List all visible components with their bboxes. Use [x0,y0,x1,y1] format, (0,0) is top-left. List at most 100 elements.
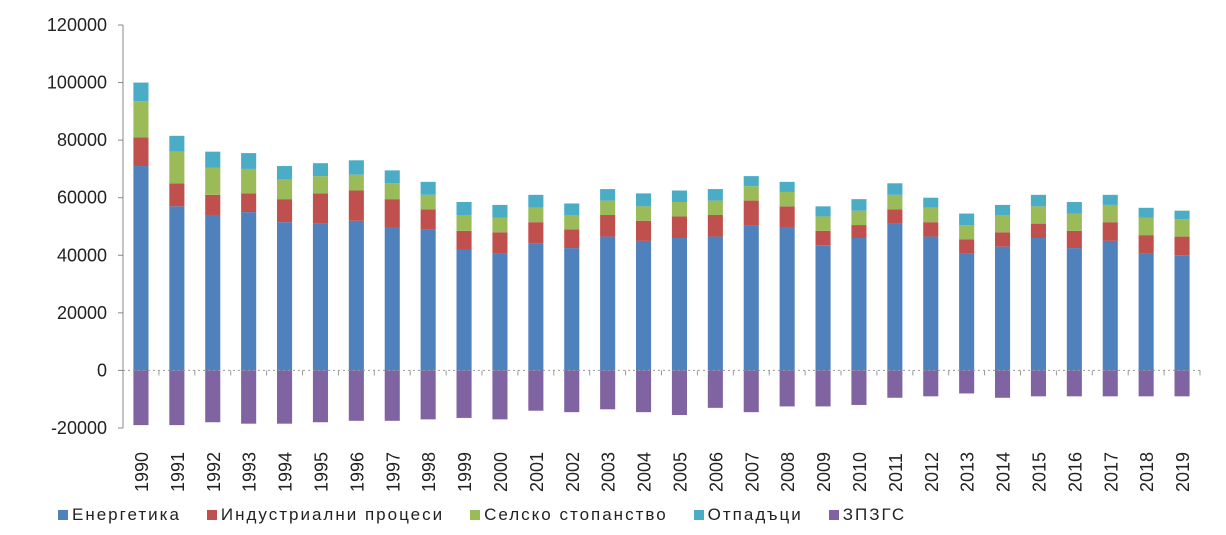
bar-segment [1138,235,1154,254]
bar-segment [456,230,472,250]
bar-segment [133,101,149,138]
bar-segment [169,151,185,184]
bar-segment [492,370,508,420]
bar-segment [133,370,149,426]
bar-segment [241,370,257,424]
bar-segment [671,202,687,217]
legend-label: Отпадъци [707,505,803,524]
bar-segment [456,202,472,215]
bar-segment [384,370,400,421]
bar-segment [995,214,1011,233]
bar-segment [923,370,939,397]
bar-segment [348,160,364,175]
legend: Енергетика Индустриални процеси Селско сто… [58,505,932,525]
bar-segment [205,167,221,195]
bar-segment [564,248,580,371]
x-tick-label: 1999 [455,452,475,492]
legend-swatch [470,510,481,520]
legend-label: Индустриални процеси [220,505,445,524]
bar-segment [1102,240,1118,371]
y-tick-label: 120000 [47,15,107,35]
bar-segment [277,166,293,180]
bar-segment [851,225,867,239]
bar-segment [1066,213,1082,231]
bar-segment [779,181,795,192]
bar-segment [1174,210,1190,220]
bar-segment [1174,255,1190,371]
bar-segment [959,370,975,394]
bar-segment [959,239,975,254]
bar-segment [528,243,544,371]
x-tick-label: 2016 [1065,452,1085,492]
bar-segment [1174,370,1190,397]
bar-segment [1066,248,1082,371]
bar-segment [743,186,759,201]
legend-swatch [693,510,704,520]
bar-segment [779,206,795,228]
legend-item: ЗПЗГС [828,505,906,525]
x-tick-label: 2012 [922,452,942,492]
x-tick-label: 2003 [599,452,619,492]
bar-segment [277,222,293,371]
x-tick-label: 2011 [886,453,906,492]
legend-item: Селско стопанство [470,505,668,525]
bar-segment [312,370,328,423]
bar-segment [959,225,975,240]
legend-label: Енергетика [72,505,181,524]
x-tick-label: 2019 [1173,452,1193,492]
bar-segment [995,204,1011,215]
bar-segment [636,220,652,241]
bar-segment [384,199,400,228]
bar-segment [133,166,149,371]
bar-segment [528,207,544,223]
bar-segment [420,194,436,210]
bar-segment [779,227,795,371]
x-tick-label: 1992 [204,452,224,492]
bar-segment [169,135,185,152]
y-tick-label: 40000 [57,245,107,265]
bar-segment [815,230,831,246]
y-tick-label: 100000 [47,73,107,93]
bar-segment [851,238,867,371]
bar-segment [851,210,867,226]
bar-segment [384,227,400,371]
bar-segment [241,212,257,371]
bar-segment [1138,217,1154,236]
bar-segment [456,249,472,371]
bar-segment [1102,370,1118,397]
bar-segment [851,370,867,405]
bar-segment [1066,230,1082,249]
x-tick-label: 1991 [168,452,188,492]
x-tick-label: 2018 [1137,452,1157,492]
bar-segment [923,197,939,208]
x-tick-label: 2008 [778,452,798,492]
x-tick-label: 2010 [850,452,870,492]
x-tick-label: 1998 [419,452,439,492]
bar-segment [420,181,436,195]
bar-segment [564,370,580,413]
x-tick-label: 2000 [491,452,511,492]
bar-segment [815,370,831,407]
bar-segment [887,194,903,210]
bar-segment [600,200,616,215]
bar-segment [492,253,508,371]
bar-segment [528,370,544,411]
bar-segment [133,137,149,167]
y-tick-label: 20000 [57,303,107,323]
bar-segment [348,220,364,371]
bar-segment [169,183,185,207]
bar-segment [384,170,400,184]
bar-segment [420,209,436,230]
y-tick-label: -20000 [51,418,107,438]
x-tick-label: 2006 [706,452,726,492]
bar-segment [348,190,364,221]
bar-segment [887,223,903,371]
y-tick-label: 60000 [57,188,107,208]
bar-segment [923,207,939,223]
y-tick-label: 0 [97,360,107,380]
bar-segment [743,370,759,413]
bar-segment [815,245,831,371]
bar-segment [456,214,472,231]
bar-segment [600,236,616,371]
bar-segment [1102,194,1118,205]
